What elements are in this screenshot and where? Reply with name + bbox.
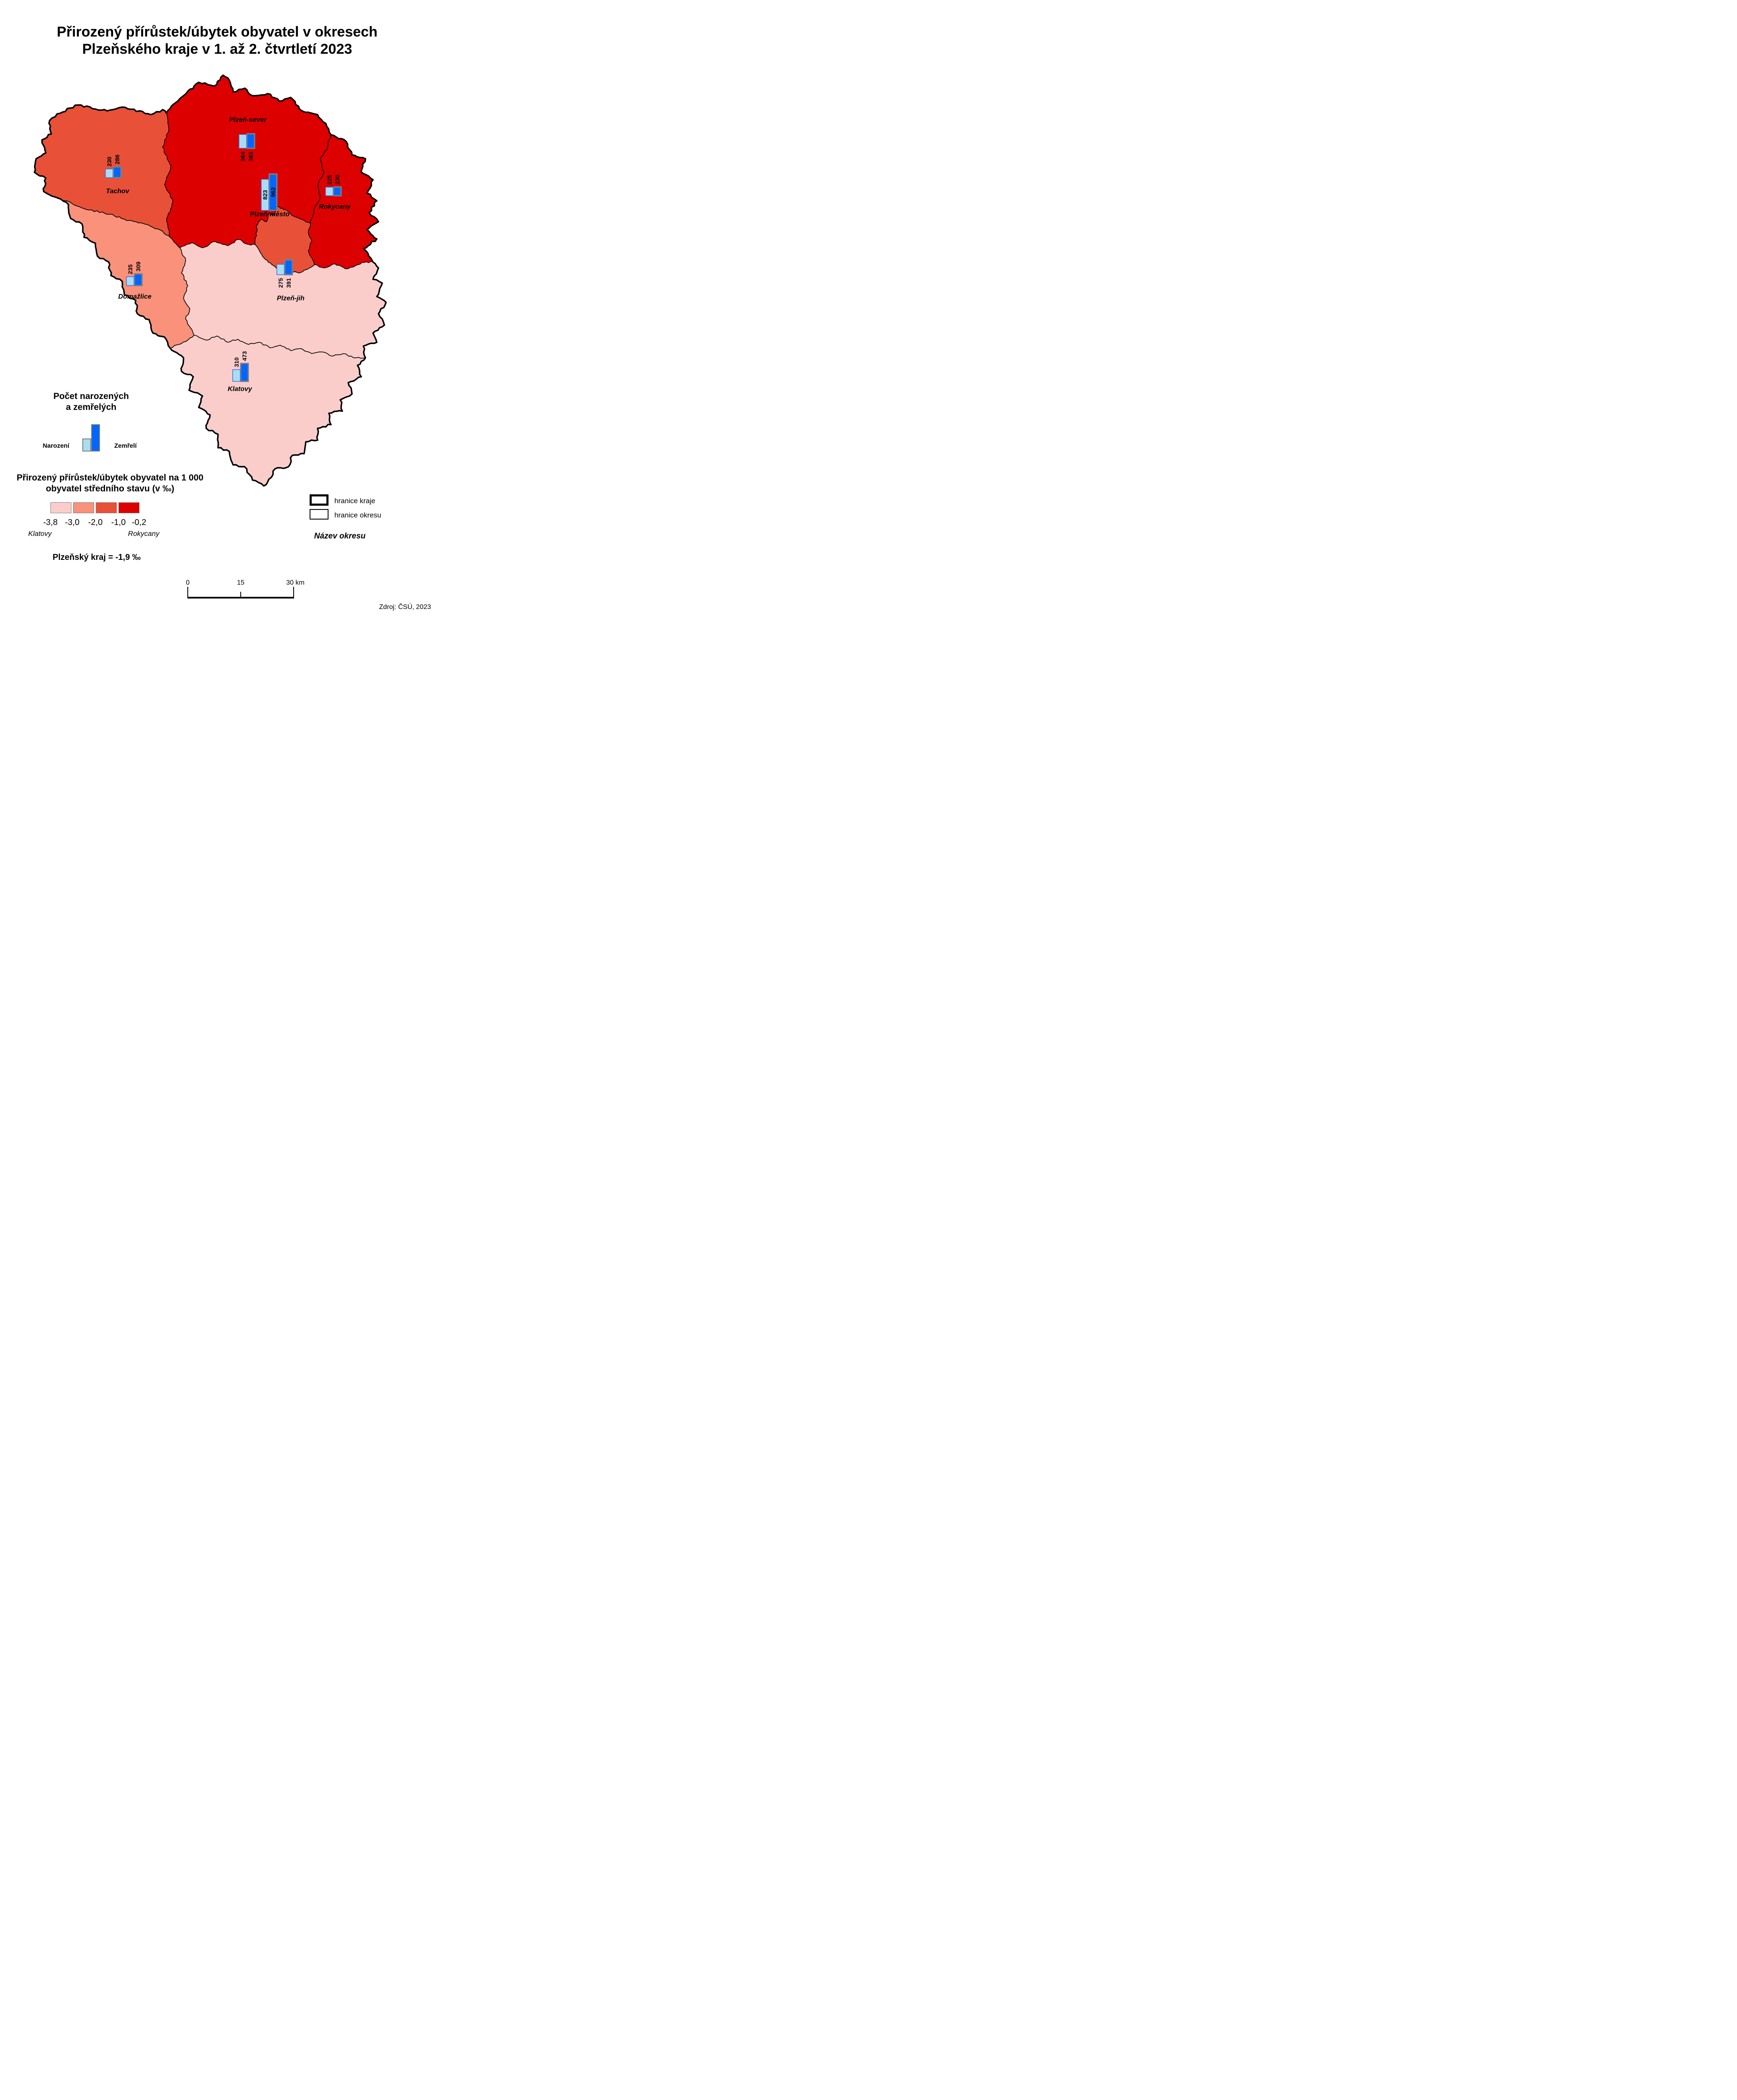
- district-label-rokycany: Rokycany: [319, 203, 351, 210]
- page-title-line2: Plzeňského kraje v 1. až 2. čtvrtletí 20…: [82, 41, 352, 57]
- births-bar-klatovy: [232, 369, 241, 382]
- bar-legend-title-line2: a zemřelých: [66, 402, 117, 412]
- births-bar-tachov: [105, 168, 113, 178]
- page-title-line1: Přirozený přírůstek/úbytek obyvatel v ok…: [57, 24, 378, 40]
- deaths-bar-glyph: [91, 424, 100, 452]
- births-value-plzen-mesto: 823: [262, 190, 268, 200]
- district-name-example: Název okresu: [314, 532, 366, 541]
- deaths-bar-rokycany: [333, 186, 342, 197]
- scale-bar-end-label: 30 km: [286, 579, 305, 586]
- deaths-value-tachov: 286: [114, 155, 121, 165]
- deaths-value-plzen-jih: 391: [285, 278, 292, 288]
- scale-bar-tick-left: [187, 587, 188, 598]
- choropleth-legend-title-line1: Přirozený přírůstek/úbytek obyvatel na 1…: [16, 473, 204, 483]
- choropleth-legend-title-line2: obyvatel středního stavu (v ‰): [46, 484, 174, 494]
- deaths-value-klatovy: 473: [241, 351, 248, 361]
- scale-bar-tick-middle: [240, 592, 241, 598]
- deaths-value-domazlice: 309: [135, 262, 142, 272]
- scale-bar-start-label: 0: [186, 579, 190, 586]
- legend-tick-5: -0,2: [131, 518, 147, 527]
- births-legend-label: Narození: [42, 442, 69, 449]
- births-value-tachov: 230: [106, 157, 113, 167]
- district-label-tachov: Tachov: [106, 188, 130, 195]
- deaths-legend-label: Zemřelí: [114, 442, 137, 449]
- district-label-klatovy: Klatovy: [228, 386, 252, 393]
- births-value-klatovy: 310: [233, 357, 240, 368]
- scale-bar-tick-right: [293, 587, 294, 598]
- deaths-bar-domazlice: [134, 273, 143, 286]
- district-label-plzen-mesto: Plzeň-město: [250, 211, 289, 218]
- legend-tick-2: -3,0: [65, 518, 80, 527]
- bar-legend-title-line1: Počet narozených: [53, 391, 129, 401]
- legend-max-district: Rokycany: [128, 530, 160, 538]
- scale-bar-middle-label: 15: [237, 579, 244, 586]
- births-bar-plzen-jih: [276, 264, 285, 275]
- deaths-value-plzen-sever: 383: [247, 152, 254, 162]
- deaths-value-plzen-mesto: 962: [270, 187, 276, 197]
- births-bar-domazlice: [126, 276, 134, 286]
- births-bar-plzen-mesto: [261, 179, 269, 211]
- deaths-bar-klatovy: [240, 362, 249, 382]
- deaths-bar-plzen-sever: [246, 133, 255, 149]
- deaths-bar-plzen-mesto: [268, 173, 278, 211]
- legend-tick-4: -1,0: [111, 518, 126, 527]
- births-value-rokycany: 225: [326, 175, 333, 185]
- kraj-border-label: hranice kraje: [334, 497, 376, 505]
- deaths-value-rokycany: 230: [334, 175, 341, 185]
- births-bar-rokycany: [325, 187, 334, 196]
- deaths-bar-tachov: [113, 166, 122, 178]
- births-bar-plzen-sever: [239, 134, 247, 149]
- legend-class-swatch-3: [96, 502, 117, 513]
- legend-class-swatch-1: [50, 502, 71, 513]
- region-summary: Plzeňský kraj = -1,9 ‰: [53, 553, 141, 562]
- legend-min-district: Klatovy: [28, 530, 52, 538]
- births-value-plzen-sever: 364: [239, 152, 246, 162]
- page: { "title": { "line1": "Přirozený přírůst…: [0, 0, 434, 614]
- bar-legend-title: Počet narozených a zemřelých: [49, 391, 133, 413]
- legend-tick-3: -2,0: [88, 518, 103, 527]
- legend-class-swatch-2: [73, 502, 94, 513]
- births-value-plzen-jih: 275: [277, 278, 284, 288]
- scale-bar-line: [187, 597, 294, 598]
- source-credit: Zdroj: ČSÚ, 2023: [379, 604, 431, 611]
- kraj-outline: [34, 74, 387, 487]
- district-label-domazlice: Domažlice: [118, 293, 151, 300]
- choropleth-legend-title: Přirozený přírůstek/úbytek obyvatel na 1…: [16, 472, 205, 494]
- kraj-border-swatch: [310, 494, 328, 506]
- okres-border-swatch: [310, 509, 328, 520]
- okres-border-label: hranice okresu: [334, 511, 381, 519]
- page-title: Přirozený přírůstek/úbytek obyvatel v ok…: [0, 24, 434, 58]
- births-value-domazlice: 235: [127, 264, 134, 274]
- district-label-plzen-sever: Plzeň-sever: [229, 116, 267, 123]
- births-bar-glyph: [82, 438, 91, 452]
- legend-class-swatch-4: [118, 502, 139, 513]
- legend-tick-1: -3,8: [43, 518, 58, 527]
- deaths-bar-plzen-jih: [284, 259, 293, 276]
- district-label-plzen-jih: Plzeň-jih: [277, 295, 305, 302]
